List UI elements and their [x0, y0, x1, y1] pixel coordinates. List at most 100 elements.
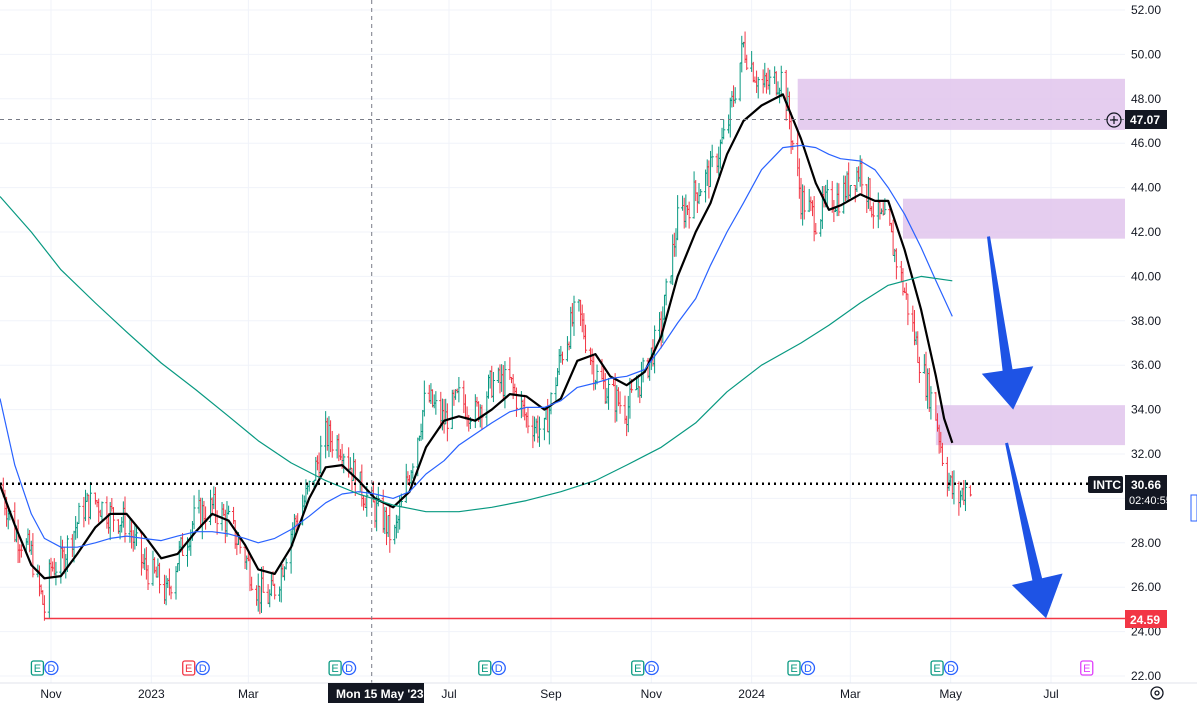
ohlc-bar: [814, 222, 818, 235]
x-tick-label: Mar: [840, 687, 861, 701]
dividend-icon: [341, 660, 357, 676]
ohlc-bar: [19, 544, 23, 558]
ohlc-bar: [88, 481, 93, 520]
ohlc-bar: [560, 351, 565, 365]
add-alert-icon[interactable]: [1106, 112, 1122, 128]
ohlc-bar: [802, 185, 806, 220]
y-tick-label: 44.00: [1131, 181, 1161, 195]
series-line-3: [0, 196, 953, 513]
earnings-icon: [30, 660, 45, 676]
time-axis[interactable]: Nov 2023 Mar Jul Sep Nov 2024 Mar May Jul: [0, 682, 1197, 701]
last-price-badge: INTC 30.66 02:40:55: [1088, 475, 1172, 510]
dividend-icon: [491, 660, 506, 676]
projection-arrows: [981, 236, 1063, 619]
x-tick-label: 2023: [138, 687, 165, 701]
y-tick-label: 22.00: [1131, 669, 1161, 683]
price-zone: [797, 78, 1125, 130]
dividend-icon: [943, 660, 959, 676]
y-tick-label: 24.00: [1131, 625, 1161, 639]
ohlc-bar: [549, 392, 553, 415]
ohlc-bar: [699, 188, 703, 197]
ohlc-bar: [537, 416, 542, 447]
event-letter: E: [331, 663, 338, 675]
event-letter: E: [933, 663, 940, 675]
ohlc-bar: [123, 496, 127, 543]
ohlc-bar: [687, 201, 691, 229]
horizontal-lines: [0, 482, 1125, 620]
y-tick-label: 28.00: [1131, 536, 1161, 550]
ohlc-bar: [618, 391, 622, 414]
ohlc-bar: [330, 430, 334, 458]
dividend-icon: [800, 660, 816, 676]
ohlc-bar: [595, 364, 599, 385]
ohlc-bar: [871, 202, 875, 229]
crosshair-price-label: 47.07: [1130, 113, 1160, 127]
ohlc-bar: [54, 561, 58, 586]
ohlc-bar: [273, 583, 277, 600]
event-letter: D: [648, 663, 656, 675]
ohlc-bar: [503, 361, 507, 409]
event-letter: E: [481, 663, 488, 675]
ohlc-bar: [169, 585, 173, 600]
ohlc-bar: [31, 533, 35, 578]
event-letter: D: [947, 663, 955, 675]
event-letter: E: [790, 663, 797, 675]
price-zone: [902, 198, 1125, 239]
x-tick-label: May: [939, 687, 962, 701]
earnings-icon: [478, 660, 492, 676]
y-tick-label: 26.00: [1131, 580, 1161, 594]
crosshair: [0, 0, 1125, 683]
y-tick-label: 34.00: [1131, 403, 1161, 417]
support-price-label: 24.59: [1130, 613, 1160, 627]
dividend-icon: [644, 660, 659, 676]
ohlc-bar: [848, 185, 852, 198]
ohlc-bar: [411, 463, 415, 479]
x-tick-label: Nov: [641, 687, 662, 701]
y-tick-label: 50.00: [1131, 47, 1161, 61]
ohlc-bar: [968, 485, 972, 497]
ohlc-bar: [906, 293, 910, 326]
ohlc-bar: [307, 480, 311, 492]
y-tick-label: 42.00: [1131, 225, 1161, 239]
last-price-label: 30.66: [1131, 478, 1161, 492]
y-tick-label: 36.00: [1131, 358, 1161, 372]
settings-gear-icon[interactable]: [1150, 686, 1164, 700]
ohlc-bar: [606, 377, 611, 410]
ohlc-bar: [238, 537, 242, 554]
x-tick-label: Nov: [40, 687, 61, 701]
crosshair-date-label: Mon 15 May '23: [336, 687, 424, 701]
ohlc-bar: [457, 377, 461, 403]
ohlc-bar: [100, 501, 104, 522]
series-line-1: [0, 93, 954, 580]
event-letter: D: [199, 663, 207, 675]
ohlc-bar: [963, 479, 968, 512]
price-axis[interactable]: 52.00 50.00 48.00 46.00 44.00 42.00 40.00 38.00…: [1131, 3, 1161, 683]
ohlc-bar: [250, 576, 254, 591]
y-tick-label: 46.00: [1131, 136, 1161, 150]
event-letter: D: [804, 663, 812, 675]
earnings-icon: [631, 660, 645, 676]
supply-demand-zones: [797, 78, 1125, 446]
ohlc-bar: [491, 371, 496, 403]
grid: [0, 0, 1125, 683]
price-zone: [935, 405, 1125, 446]
earnings-icon: [328, 660, 342, 676]
scale-handle[interactable]: [1190, 494, 1197, 522]
ohlc-bar: [146, 565, 150, 590]
ohlc-bar: [388, 504, 392, 553]
x-tick-label: Jul: [441, 687, 456, 701]
x-tick-label: 2024: [738, 687, 765, 701]
ohlc-bar: [929, 386, 933, 420]
event-letter: E: [634, 663, 641, 675]
event-marker[interactable]: E: [1080, 660, 1094, 676]
ohlc-bar: [77, 502, 81, 524]
